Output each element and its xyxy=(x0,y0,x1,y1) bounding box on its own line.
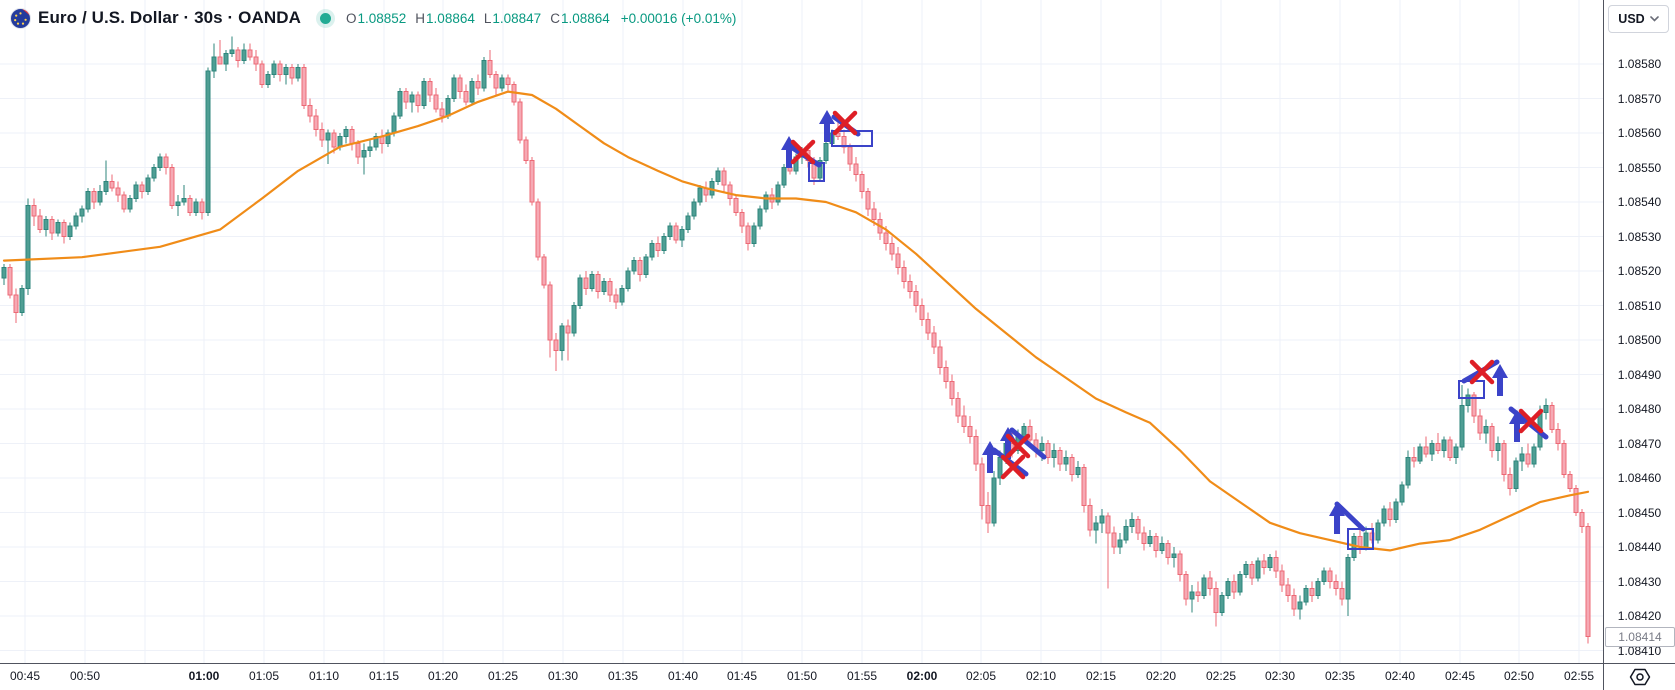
price-tick-label: 1.08560 xyxy=(1617,126,1662,140)
last-price-label: 1.08414 xyxy=(1605,626,1675,647)
time-tick-label: 02:30 xyxy=(1264,669,1296,683)
price-tick-label: 1.08440 xyxy=(1617,540,1662,554)
price-tick-label: 1.08420 xyxy=(1617,609,1662,623)
price-tick-label: 1.08490 xyxy=(1617,367,1662,382)
time-tick-label: 02:35 xyxy=(1324,669,1356,683)
price-tick-label: 1.08410 xyxy=(1617,643,1662,658)
price-tick-label: 1.08450 xyxy=(1617,505,1662,520)
open-value: 1.08852 xyxy=(357,10,407,26)
time-tick-label: 01:50 xyxy=(786,669,818,683)
chevron-down-icon xyxy=(1649,16,1659,22)
price-tick-label: 1.08550 xyxy=(1617,160,1662,175)
price-tick-label: 1.08460 xyxy=(1617,471,1662,485)
price-tick-label: 1.08480 xyxy=(1617,402,1662,416)
time-tick-label: 01:35 xyxy=(607,669,639,683)
low-label: L xyxy=(483,10,492,26)
time-tick-label: 02:40 xyxy=(1384,669,1416,683)
time-tick-label: 01:30 xyxy=(547,669,579,683)
close-label: C xyxy=(550,10,560,26)
currency-selector[interactable]: USD xyxy=(1608,5,1669,33)
symbol-title[interactable]: Euro / U.S. Dollar · 30s · OANDA xyxy=(38,8,301,27)
price-tick-label: 1.08540 xyxy=(1617,195,1662,209)
last-price-value: 1.08414 xyxy=(1618,629,1662,644)
time-tick-label: 00:50 xyxy=(69,669,101,683)
price-tick-label: 1.08580 xyxy=(1617,57,1662,71)
time-tick-label: 01:05 xyxy=(248,669,280,683)
high-value: 1.08864 xyxy=(426,10,475,26)
price-tick-label: 1.08500 xyxy=(1617,333,1662,347)
price-tick-label: 1.08430 xyxy=(1617,574,1662,589)
open-label: O xyxy=(345,10,357,26)
close-value: 1.08864 xyxy=(560,10,610,26)
price-tick-label: 1.08570 xyxy=(1617,91,1662,106)
price-tick-label: 1.08470 xyxy=(1617,436,1662,451)
time-tick-label: 00:45 xyxy=(9,669,41,683)
time-tick-label: 01:55 xyxy=(846,669,878,683)
time-tick-label: 02:15 xyxy=(1085,669,1117,683)
time-tick-label: 02:05 xyxy=(965,669,997,683)
high-label: H xyxy=(415,10,426,26)
price-axis[interactable]: 1.08580 1.08570 1.08560 1.08550 1.08540 1.085… xyxy=(1604,0,1675,663)
symbol-header: Euro / U.S. Dollar · 30s · OANDA O 1.0885… xyxy=(10,6,736,30)
time-tick-label: 01:45 xyxy=(726,669,758,683)
axis-settings-icon[interactable] xyxy=(1604,664,1675,690)
time-tick-label: 02:45 xyxy=(1444,669,1476,683)
time-tick-label: 01:15 xyxy=(368,669,400,683)
time-tick-label: 01:10 xyxy=(308,669,340,683)
price-tick-label: 1.08510 xyxy=(1617,298,1662,313)
time-tick-label: 02:25 xyxy=(1205,669,1237,683)
time-tick-label: 02:55 xyxy=(1563,669,1595,683)
time-tick-label: 01:25 xyxy=(487,669,519,683)
time-tick-label: 01:40 xyxy=(667,669,699,683)
time-tick-label: 02:50 xyxy=(1503,669,1535,683)
low-value: 1.08847 xyxy=(492,10,542,26)
time-axis[interactable]: 00:45 00:50 01:00 01:05 01:10 01:15 01:20 01:25… xyxy=(0,664,1603,690)
time-tick-label: 02:10 xyxy=(1025,669,1057,683)
time-tick-label: 02:00 xyxy=(906,669,938,683)
time-tick-label: 01:00 xyxy=(188,669,220,683)
currency-label: USD xyxy=(1618,12,1645,26)
price-tick-label: 1.08530 xyxy=(1617,229,1662,244)
eur-usd-flag-icon xyxy=(10,7,31,29)
price-change: +0.00016 (+0.01%) xyxy=(620,10,737,26)
time-tick-label: 01:20 xyxy=(427,669,459,683)
market-status-dot[interactable] xyxy=(319,12,331,24)
price-tick-label: 1.08520 xyxy=(1617,264,1662,278)
time-tick-label: 02:20 xyxy=(1145,669,1177,683)
ohlc-values: O 1.08852 H 1.08864 L 1.08847 C 1.08864 +0.0… xyxy=(346,11,736,26)
